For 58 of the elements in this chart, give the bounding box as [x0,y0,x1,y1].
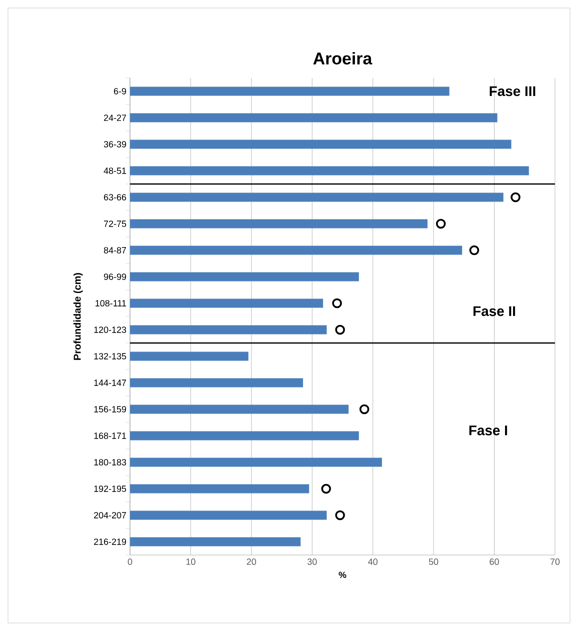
bar [130,431,359,440]
y-tick-label: 48-51 [104,168,126,174]
y-axis-title: Profundidade (cm) [73,272,83,360]
bar [130,219,428,228]
bar [130,325,327,334]
bar [130,378,304,388]
bar [130,246,462,255]
bar [130,352,248,361]
x-axis-title: % [338,572,346,578]
bar [130,537,301,546]
annotation: Fase I [469,426,508,436]
bar [130,166,529,176]
y-tick-label: 156-159 [94,406,126,412]
bar [130,298,324,308]
y-tick-label: 216-219 [94,538,126,545]
point [469,245,480,256]
bar [130,86,450,96]
point [510,192,520,202]
bar [130,404,349,414]
bar [130,113,498,122]
point [436,218,446,229]
y-tick-label: 144-147 [94,380,126,386]
x-tick-label: 0 [128,558,132,565]
chart-title: Aroeira [313,52,372,65]
point [335,324,345,335]
y-tick-label: 120-123 [94,326,126,333]
bar [130,510,327,520]
annotation: Fase II [474,306,516,316]
y-tick-label: 180-183 [94,459,126,466]
y-tick-label: 72-75 [104,220,126,227]
annotation: Fase III [490,86,536,96]
bar [130,484,310,494]
y-tick-label: 84-87 [104,247,126,254]
y-tick-label: 204-207 [94,512,126,518]
y-tick-label: 24-27 [104,114,126,121]
y-tick-label: 96-99 [104,274,126,280]
x-tick-label: 30 [308,558,317,565]
x-tick-label: 60 [490,558,499,565]
point [359,404,370,414]
x-tick-label: 70 [550,558,560,565]
point [321,484,332,494]
y-tick-label: 108-111 [96,300,126,306]
point [335,510,345,520]
y-tick-label: 6-9 [114,88,126,94]
bar [130,458,382,467]
x-tick-label: 10 [186,558,196,565]
x-tick-label: 40 [368,558,378,565]
bar [130,140,512,149]
y-tick-label: 63-66 [104,194,126,200]
y-tick-label: 168-171 [94,432,126,439]
point [332,298,342,308]
y-tick-label: 132-135 [94,353,126,360]
bar [130,192,504,202]
y-tick-label: 192-195 [94,486,126,492]
x-tick-label: 20 [246,558,256,565]
y-tick-label: 36-39 [104,141,126,148]
bar [130,272,359,282]
x-tick-label: 50 [428,558,438,565]
